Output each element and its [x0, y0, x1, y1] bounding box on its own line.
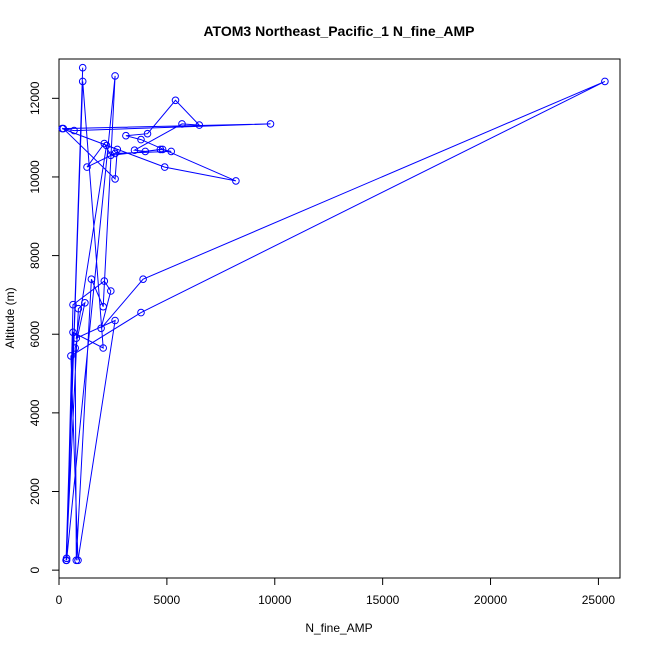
y-tick-label: 12000	[28, 81, 42, 115]
data-point	[102, 141, 111, 150]
data-point	[99, 344, 107, 352]
data-point	[122, 131, 130, 140]
data-point	[111, 316, 119, 325]
data-point	[111, 72, 119, 80]
data-point	[69, 300, 77, 309]
data-point	[266, 120, 275, 128]
y-tick-label: 10000	[28, 160, 42, 194]
data-point	[111, 149, 119, 158]
data-point	[62, 556, 71, 565]
data-point	[130, 146, 139, 154]
data-point	[69, 328, 77, 337]
y-tick-label: 0	[28, 566, 42, 573]
x-tick-label: 5000	[154, 593, 181, 607]
data-point	[141, 147, 150, 156]
data-point	[107, 287, 115, 295]
data-point	[81, 299, 89, 307]
data-point	[158, 145, 167, 154]
data-point	[137, 308, 145, 317]
data-point	[143, 129, 152, 138]
data-point	[111, 175, 119, 183]
x-tick-label: 20000	[474, 593, 508, 607]
data-point	[58, 124, 67, 133]
data-point	[100, 277, 109, 285]
data-point	[178, 120, 186, 128]
data-point	[99, 302, 107, 311]
data-point	[156, 145, 165, 154]
x-axis-label: N_fine_AMP	[305, 621, 372, 635]
x-tick-label: 25000	[582, 593, 616, 607]
data-point	[74, 556, 82, 565]
data-point	[97, 324, 105, 333]
data-point	[67, 352, 75, 360]
data-point	[100, 139, 109, 148]
data-point	[74, 304, 83, 313]
data-point	[195, 121, 204, 129]
data-point	[137, 135, 145, 144]
data-point	[160, 163, 169, 171]
data-point	[601, 77, 609, 86]
y-tick-label: 4000	[28, 399, 42, 426]
series-line	[61, 67, 606, 561]
data-point	[171, 96, 180, 105]
data-point	[113, 145, 122, 154]
y-tick-label: 6000	[28, 321, 42, 348]
data-point	[70, 126, 78, 135]
data-point	[232, 177, 240, 185]
y-axis: 0 2000 4000 6000 8000 10000 12000	[28, 81, 59, 573]
x-tick-label: 0	[56, 593, 63, 607]
y-tick-label: 8000	[28, 242, 42, 269]
series-layer	[58, 63, 609, 565]
data-point	[107, 151, 115, 160]
chart-title: ATOM3 Northeast_Pacific_1 N_fine_AMP	[203, 23, 474, 39]
y-axis-label: Altitude (m)	[3, 287, 17, 348]
data-point	[83, 163, 91, 171]
x-tick-label: 15000	[366, 593, 400, 607]
data-point	[71, 344, 79, 352]
x-axis: 0 5000 10000 15000 20000 25000	[56, 578, 616, 607]
data-point	[72, 334, 81, 343]
data-point	[87, 275, 96, 284]
plot-frame	[58, 58, 621, 579]
data-point	[139, 275, 147, 284]
data-point	[167, 147, 175, 156]
data-point	[78, 63, 87, 72]
x-tick-label: 10000	[258, 593, 292, 607]
data-point	[78, 77, 87, 86]
y-tick-label: 2000	[28, 478, 42, 505]
